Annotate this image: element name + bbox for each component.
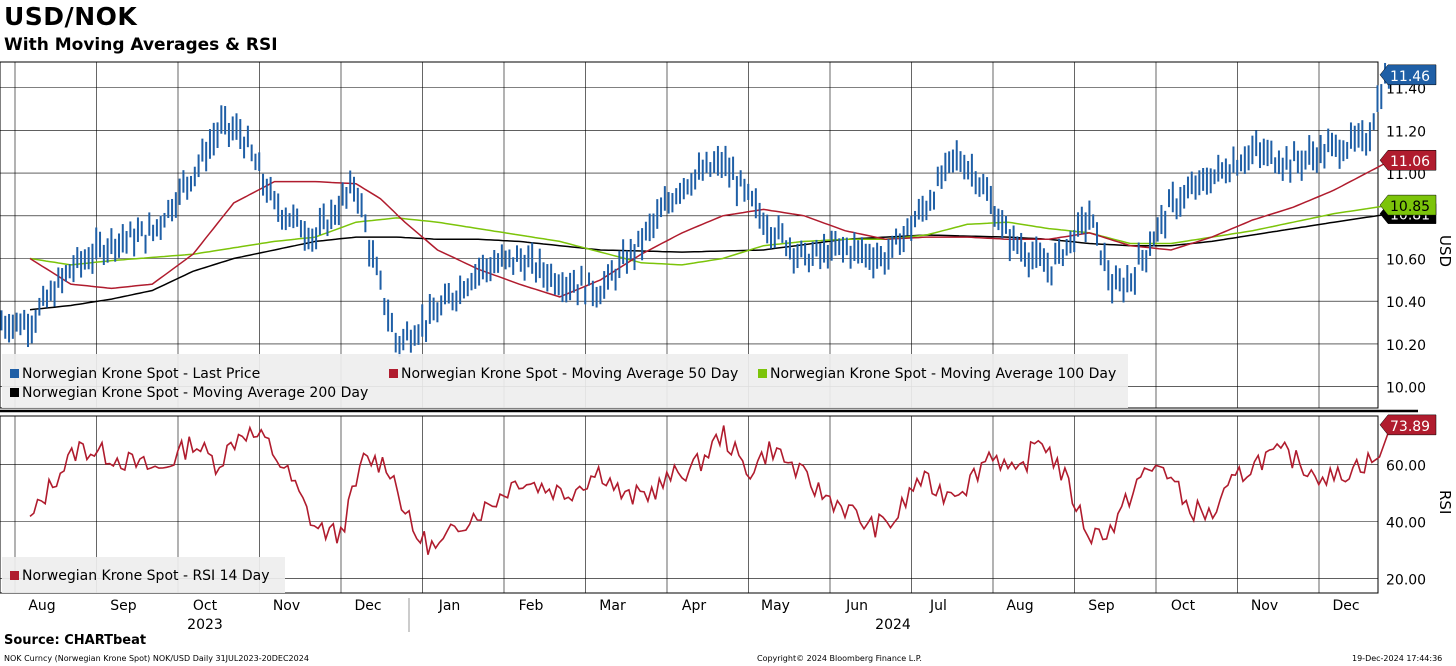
x-axis: Aug Sep Oct Nov Dec Jan Feb Mar Apr May Jun Jul Aug S… <box>28 598 1360 633</box>
ma-line <box>29 204 1388 266</box>
x-tick-label: Mar <box>599 598 626 614</box>
rsi-y-tick-label: 20.00 <box>1386 573 1426 589</box>
x-tick-label: May <box>761 598 790 614</box>
security-description: NOK Curncy (Norwegian Krone Spot) NOK/US… <box>4 654 309 663</box>
legend-swatch <box>10 369 19 378</box>
price-last-tag-text: 11.46 <box>1390 69 1430 85</box>
x-tick-label: Dec <box>354 598 381 614</box>
legend-swatch <box>10 388 19 397</box>
price-y-tick-label: 10.00 <box>1386 381 1426 397</box>
rsi-panel: 20.00 40.00 60.00 RSI Norwegian Krone Spot -… <box>0 414 1454 594</box>
price-y-tick-label: 10.20 <box>1386 338 1426 354</box>
legend-label: Norwegian Krone Spot - RSI 14 Day <box>22 568 270 584</box>
rsi-frame <box>0 415 1379 594</box>
x-tick-label: Sep <box>110 598 137 614</box>
rsi-line <box>29 425 1392 555</box>
x-tick-label: Jun <box>845 598 868 614</box>
ma-line <box>29 213 1388 311</box>
price-y-tick-label: 11.40 <box>1386 82 1426 98</box>
x-tick-label: Aug <box>1006 598 1033 614</box>
x-tick-label: Oct <box>193 598 218 614</box>
price-y-axis-label: USD <box>1436 235 1454 267</box>
ma50-last-tag <box>1379 149 1437 171</box>
legend-label: Norwegian Krone Spot - Moving Average 20… <box>22 385 368 401</box>
legend-label: Norwegian Krone Spot - Moving Average 50… <box>401 366 738 382</box>
copyright-notice: Copyright© 2024 Bloomberg Finance L.P. <box>757 654 922 663</box>
x-tick-label: Sep <box>1088 598 1115 614</box>
x-tick-label: Jan <box>438 598 461 614</box>
chart-subtitle: With Moving Averages & RSI <box>4 35 278 55</box>
price-y-tick-label: 11.00 <box>1386 167 1426 183</box>
x-tick-label: Nov <box>273 598 300 614</box>
rsi-last-tag-text: 73.89 <box>1390 419 1430 435</box>
x-tick-label: Feb <box>519 598 544 614</box>
x-tick-label: Apr <box>682 598 706 614</box>
legend-swatch <box>10 571 19 580</box>
price-y-tick-label: 10.60 <box>1386 252 1426 268</box>
x-tick-label: Dec <box>1332 598 1359 614</box>
rsi-last-tag <box>1379 414 1437 436</box>
rsi-y-axis-label: RSI <box>1436 490 1454 514</box>
price-panel: 10.0010.2010.4010.6010.8011.0011.2011.40… <box>0 61 1454 413</box>
year-label: 2024 <box>875 617 911 633</box>
rsi-y-tick-label: 60.00 <box>1386 459 1426 475</box>
price-legend-box <box>2 354 1128 408</box>
x-tick-label: Aug <box>28 598 55 614</box>
price-last-tag <box>1379 64 1437 86</box>
rsi-y-tick-label: 40.00 <box>1386 516 1426 532</box>
rsi-legend-box <box>2 557 285 593</box>
price-y-tick-label: 11.20 <box>1386 124 1426 140</box>
ma50-last-tag-text: 11.06 <box>1390 154 1430 170</box>
legend-swatch <box>389 369 398 378</box>
ma100-last-tag-text: 10.85 <box>1390 199 1430 215</box>
legend-label: Norwegian Krone Spot - Moving Average 10… <box>770 366 1116 382</box>
x-tick-label: Nov <box>1251 598 1278 614</box>
x-tick-label: Oct <box>1171 598 1196 614</box>
year-label: 2023 <box>187 617 223 633</box>
legend-label: Norwegian Krone Spot - Last Price <box>22 366 260 382</box>
legend-swatch <box>758 369 767 378</box>
source-label: Source: CHARTbeat <box>4 633 147 648</box>
ma-line <box>29 161 1388 298</box>
timestamp: 19-Dec-2024 17:44:36 <box>1352 654 1443 663</box>
chart-title: USD/NOK <box>4 2 138 31</box>
x-tick-label: Jul <box>929 598 947 614</box>
ma100-last-tag <box>1379 194 1437 216</box>
price-y-tick-label: 10.40 <box>1386 295 1426 311</box>
